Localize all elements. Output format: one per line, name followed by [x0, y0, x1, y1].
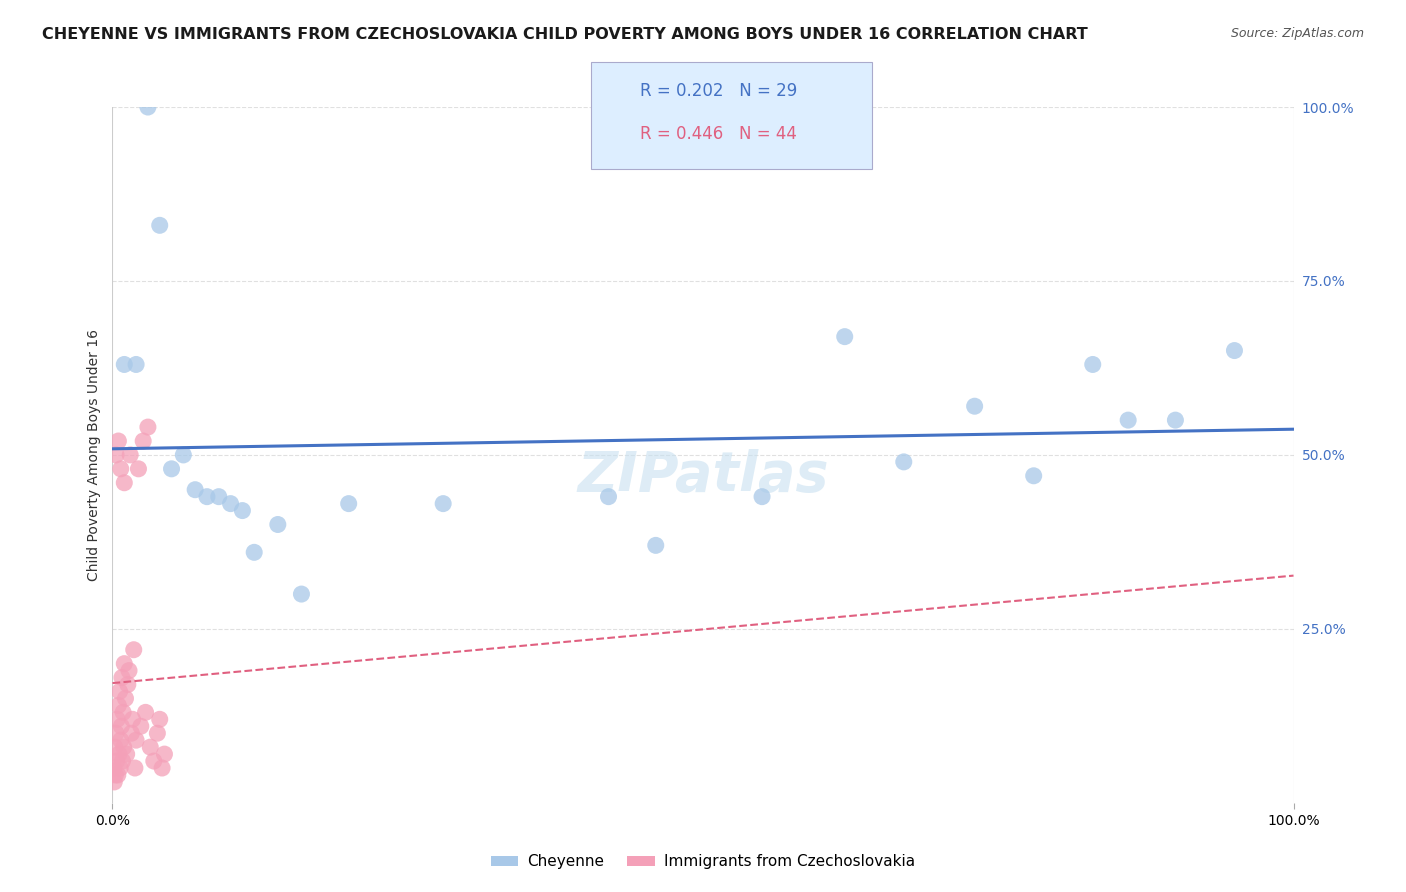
Point [105, 726, 128, 740]
Point [107, 434, 129, 448]
Point [125, 733, 148, 747]
Point [150, 761, 173, 775]
Point [105, 448, 128, 462]
Point [195, 490, 218, 504]
Point [135, 706, 157, 720]
Point [243, 545, 266, 559]
Point [124, 761, 146, 775]
Point [104, 768, 127, 782]
Text: ZIPatlas: ZIPatlas [578, 449, 828, 503]
Point [111, 671, 134, 685]
Y-axis label: Child Poverty Among Boys Under 16: Child Poverty Among Boys Under 16 [87, 329, 101, 581]
Point [142, 754, 165, 768]
Point [110, 719, 132, 733]
Point [107, 768, 129, 782]
Point [110, 462, 132, 476]
Point [1223, 343, 1246, 358]
Point [153, 747, 176, 761]
Point [115, 747, 138, 761]
Point [1164, 413, 1187, 427]
Point [208, 490, 231, 504]
Point [112, 475, 135, 490]
Point [172, 448, 194, 462]
Point [132, 434, 155, 448]
Point [112, 740, 135, 755]
Point [1116, 413, 1139, 427]
Point [1081, 358, 1104, 372]
Point [432, 497, 454, 511]
Point [120, 726, 142, 740]
Point [644, 538, 666, 552]
Point [146, 726, 169, 740]
Point [290, 587, 312, 601]
Point [107, 698, 129, 713]
Point [267, 517, 290, 532]
Point [893, 455, 915, 469]
Point [136, 100, 159, 114]
Point [108, 761, 131, 775]
Point [112, 657, 135, 671]
Point [149, 219, 172, 233]
Point [114, 691, 136, 706]
Point [1022, 468, 1045, 483]
Point [751, 490, 773, 504]
Point [118, 664, 141, 678]
Text: Source: ZipAtlas.com: Source: ZipAtlas.com [1230, 27, 1364, 40]
Text: R = 0.446   N = 44: R = 0.446 N = 44 [640, 125, 797, 143]
Point [112, 706, 135, 720]
Point [160, 462, 183, 476]
Point [105, 754, 128, 768]
Point [231, 503, 253, 517]
Point [129, 719, 152, 733]
Point [219, 497, 242, 511]
Point [120, 448, 142, 462]
Point [104, 740, 127, 755]
Point [139, 740, 162, 755]
Point [125, 358, 148, 372]
Point [122, 642, 145, 657]
Legend: Cheyenne, Immigrants from Czechoslovakia: Cheyenne, Immigrants from Czechoslovakia [485, 848, 921, 875]
Point [103, 775, 125, 789]
Point [112, 358, 135, 372]
Point [337, 497, 360, 511]
Point [108, 747, 131, 761]
Text: R = 0.202   N = 29: R = 0.202 N = 29 [640, 82, 797, 100]
Point [117, 677, 139, 691]
Text: CHEYENNE VS IMMIGRANTS FROM CZECHOSLOVAKIA CHILD POVERTY AMONG BOYS UNDER 16 COR: CHEYENNE VS IMMIGRANTS FROM CZECHOSLOVAK… [42, 27, 1088, 42]
Point [598, 490, 620, 504]
Point [110, 733, 132, 747]
Point [149, 712, 172, 726]
Point [121, 712, 143, 726]
Point [136, 420, 159, 434]
Point [108, 684, 131, 698]
Point [127, 462, 149, 476]
Point [103, 761, 125, 775]
Point [105, 712, 128, 726]
Point [111, 754, 134, 768]
Point [184, 483, 207, 497]
Point [963, 399, 986, 413]
Point [834, 329, 856, 343]
